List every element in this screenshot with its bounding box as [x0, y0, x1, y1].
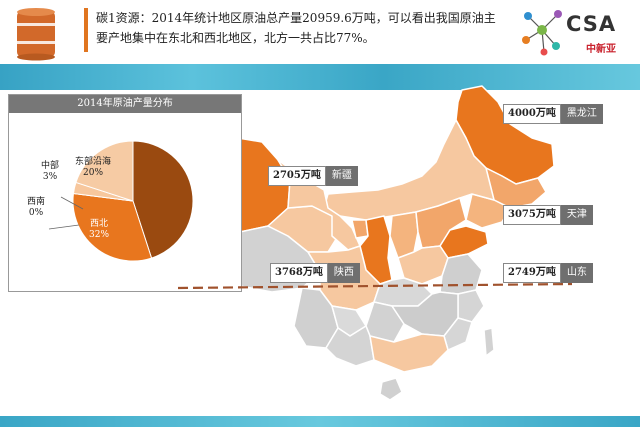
- callout-value: 4000万吨: [503, 104, 561, 124]
- pie-chart-panel: 2014年原油产量分布 华北东北 45% 西北 32% 西南 0% 中部 3% …: [8, 94, 242, 292]
- north-south-divider: [178, 283, 573, 290]
- logo-text: CSA: [566, 12, 617, 36]
- pie-label-xinan: 西南 0%: [27, 197, 45, 219]
- callout-value: 3075万吨: [503, 205, 561, 225]
- map-region-taiwan: [483, 327, 495, 357]
- csa-logo-icon: [522, 10, 562, 56]
- callout-heilongjiang: 4000万吨 黑龙江: [503, 104, 603, 124]
- pie-label-huabei: 华北东北 45%: [183, 153, 219, 175]
- pie-label-name: 华北东北: [183, 153, 220, 163]
- callout-name: 陕西: [327, 263, 360, 283]
- logo-subtext: 中新亚: [586, 44, 616, 55]
- callout-shandong: 2749万吨 山东: [503, 263, 593, 283]
- pie-label-name: 西北: [90, 219, 109, 229]
- pie-label-zhongbu: 中部 3%: [41, 161, 59, 183]
- pie-label-name: 西南: [27, 197, 46, 207]
- pie-label-xibei: 西北 32%: [89, 219, 109, 241]
- pie-label-dongbu: 东部沿海 20%: [75, 157, 111, 179]
- callout-value: 2705万吨: [268, 166, 326, 186]
- accent-bar: [84, 8, 88, 52]
- pie-label-name: 中部: [41, 161, 60, 171]
- pie-label-percent: 45%: [191, 164, 212, 174]
- callout-value: 3768万吨: [270, 263, 328, 283]
- pie-leader-line-1: [48, 224, 80, 230]
- pie-title: 2014年原油产量分布: [9, 95, 241, 113]
- pie-leader-line-0: [60, 196, 84, 210]
- callout-xinjiang: 2705万吨 新疆: [268, 166, 358, 186]
- pie-slice-0: [132, 140, 194, 259]
- pie-chart: [48, 140, 194, 262]
- map-region-zhejiang: [457, 289, 485, 323]
- map-region-guangdong: [369, 333, 449, 373]
- callout-value: 2749万吨: [503, 263, 561, 283]
- footer-band: [0, 416, 640, 427]
- pie-label-percent: 32%: [89, 230, 110, 240]
- callout-tianjin: 3075万吨 天津: [503, 205, 593, 225]
- callout-name: 新疆: [325, 166, 358, 186]
- callout-shaanxi: 3768万吨 陕西: [270, 263, 360, 283]
- pie-slice-1: [72, 192, 153, 262]
- header-text: 碳1资源：2014年统计地区原油总产量20959.6万吨，可以看出我国原油主要产…: [96, 11, 496, 45]
- pie-label-name: 东部沿海: [75, 157, 112, 167]
- pie-label-percent: 0%: [28, 208, 44, 218]
- callout-name: 黑龙江: [560, 104, 603, 124]
- map-region-hainan: [379, 377, 403, 401]
- map-region-shanxi: [389, 211, 419, 259]
- callout-name: 天津: [560, 205, 593, 225]
- pie-label-percent: 20%: [83, 168, 104, 178]
- oil-barrel-icon: [17, 8, 55, 61]
- decorative-water-band: [0, 64, 640, 90]
- pie-label-percent: 3%: [42, 172, 58, 182]
- map-region-fujian: [443, 317, 473, 351]
- pie-slice-4: [75, 140, 134, 202]
- callout-name: 山东: [560, 263, 593, 283]
- header: 碳1资源：2014年统计地区原油总产量20959.6万吨，可以看出我国原油主要产…: [0, 0, 640, 68]
